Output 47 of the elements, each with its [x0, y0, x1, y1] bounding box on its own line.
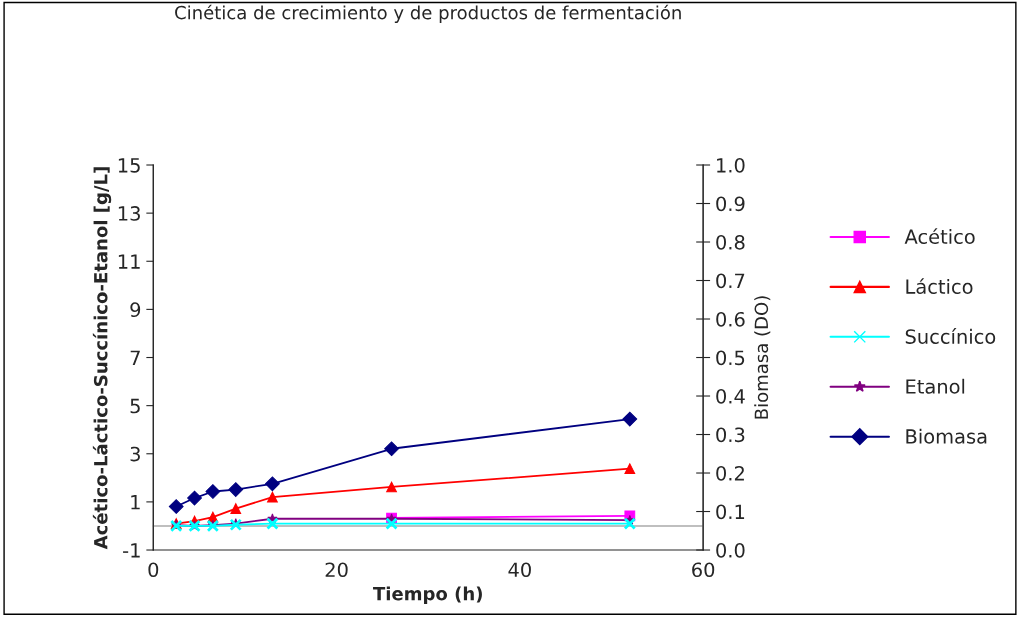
- y-tick-label: 5: [130, 398, 140, 414]
- y-tick-label: 3: [130, 446, 140, 462]
- legend-label: Succínico: [905, 328, 996, 344]
- x-tick-label: 40: [508, 562, 531, 578]
- point: [230, 503, 242, 515]
- y2-tick-label: 0.6: [716, 311, 745, 327]
- chart-title: Cinética de crecimiento y de productos de fermentación: [175, 4, 681, 23]
- y-axis-title: Acético-Láctico-Succínico-Etanol [g/L]: [92, 167, 112, 550]
- y2-tick-label: 0.1: [716, 504, 745, 520]
- y2-tick-label: 0.8: [716, 234, 745, 250]
- point: [385, 517, 398, 530]
- y2-tick-label: 0.0: [716, 542, 745, 558]
- y2-tick-label: 0.3: [716, 427, 745, 443]
- point: [168, 499, 184, 514]
- point: [187, 490, 202, 506]
- x-tick-label: 20: [325, 562, 348, 578]
- point: [205, 484, 221, 499]
- legend-label: Etanol: [906, 378, 965, 394]
- y2-axis-title: Biomasa (DO): [754, 296, 771, 419]
- x-tick-label: 0: [148, 562, 159, 578]
- y-tick-label: 9: [130, 302, 141, 318]
- point: [623, 517, 637, 530]
- point: [386, 481, 397, 493]
- point: [384, 441, 399, 457]
- point: [624, 463, 636, 475]
- x-tick-label: 60: [692, 562, 715, 578]
- x-axis-title: Tiempo (h): [373, 586, 482, 604]
- y-tick-label: 11: [118, 254, 140, 269]
- point: [267, 491, 278, 503]
- y-tick-label: 15: [118, 158, 140, 173]
- point: [265, 476, 280, 492]
- legend-label: Acético: [904, 228, 975, 245]
- legend-label: Láctico: [906, 278, 973, 294]
- point: [266, 517, 279, 530]
- y2-tick-label: 0.7: [716, 273, 745, 289]
- y2-tick-label: 0.5: [716, 350, 745, 366]
- y2-tick-label: 0.4: [716, 388, 745, 404]
- y-tick-label: 7: [130, 350, 140, 365]
- point: [228, 482, 244, 497]
- point: [622, 411, 638, 427]
- y2-tick-label: 1.0: [717, 157, 745, 173]
- legend-label: Biomasa: [906, 428, 987, 444]
- y2-tick-label: 0.9: [716, 196, 745, 212]
- y-tick-label: 13: [118, 206, 140, 221]
- y-tick-label: 1: [131, 495, 140, 510]
- y2-tick-label: 0.2: [716, 465, 744, 481]
- y-tick-label: -1: [123, 543, 140, 558]
